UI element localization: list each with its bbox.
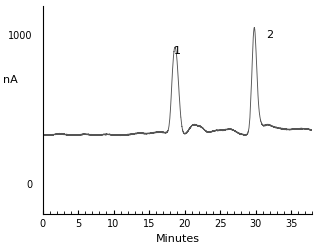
Text: 2: 2 [266,30,273,40]
Text: 1: 1 [174,46,181,56]
Y-axis label: nA: nA [3,75,17,85]
X-axis label: Minutes: Minutes [156,234,199,244]
